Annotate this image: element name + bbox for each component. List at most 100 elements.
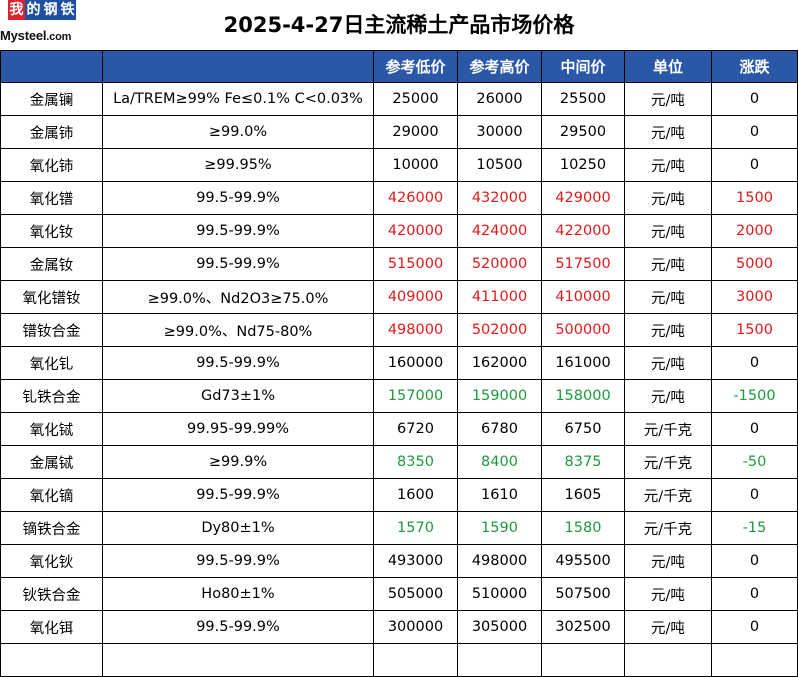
spec-cell: ≥99.0%、Nd2O3≥75.0%: [102, 280, 374, 314]
table-row: 金属铽 ≥99.9% 8350 8400 8375 元/千克 -50: [0, 445, 798, 479]
unit-cell: 元/吨: [624, 610, 712, 644]
table-row: 镨钕合金 ≥99.0%、Nd75-80% 498000 502000 500000 元/吨…: [0, 313, 798, 347]
unit-cell: 元/吨: [624, 181, 712, 215]
logo-char: 的: [25, 0, 42, 20]
spec-cell: ≥99.95%: [102, 148, 374, 182]
spec-cell: 99.95-99.99%: [102, 412, 374, 446]
change-cell: 0: [711, 148, 798, 182]
change-cell: [711, 643, 798, 677]
spec-cell: Ho80±1%: [102, 577, 374, 611]
unit-cell: 元/吨: [624, 577, 712, 611]
spec-cell: 99.5-99.9%: [102, 181, 374, 215]
high-price-cell: 6780: [457, 412, 542, 446]
high-price-cell: 162000: [457, 346, 542, 380]
table-row: 钆铁合金 Gd73±1% 157000 159000 158000 元/吨 -1500: [0, 379, 798, 413]
high-price-cell: [457, 643, 542, 677]
low-price-cell: 498000: [373, 313, 458, 347]
mid-price-cell: 302500: [541, 610, 625, 644]
low-price-cell: [373, 643, 458, 677]
product-name-cell: 氧化钆: [0, 346, 103, 380]
logo-char: 我: [8, 0, 25, 20]
table-header-row: 参考低价 参考高价 中间价 单位 涨跌: [0, 50, 798, 83]
change-cell: 1500: [711, 313, 798, 347]
change-cell: -15: [711, 511, 798, 545]
product-name-cell: 氧化铽: [0, 412, 103, 446]
high-price-cell: 1610: [457, 478, 542, 512]
logo-char: 钢: [42, 0, 59, 20]
spec-cell: ≥99.9%: [102, 445, 374, 479]
mid-price-cell: 158000: [541, 379, 625, 413]
page-title: 2025-4-27日主流稀土产品市场价格: [223, 13, 575, 37]
high-price-cell: 498000: [457, 544, 542, 578]
logo-english: Mysteel.com: [0, 28, 71, 43]
spec-cell: La/TREM≥99% Fe≤0.1% C<0.03%: [102, 82, 374, 116]
high-price-cell: 26000: [457, 82, 542, 116]
high-price-cell: 424000: [457, 214, 542, 248]
unit-cell: 元/吨: [624, 280, 712, 314]
header-high-price: 参考高价: [457, 50, 542, 83]
product-name-cell: 钬铁合金: [0, 577, 103, 611]
product-name-cell: 金属铈: [0, 115, 103, 149]
low-price-cell: 6720: [373, 412, 458, 446]
product-name-cell: 氧化铒: [0, 610, 103, 644]
unit-cell: [624, 643, 712, 677]
mysteel-logo: 我 的 钢 铁 Mysteel.com: [0, 0, 86, 46]
spec-cell: 99.5-99.9%: [102, 544, 374, 578]
change-cell: 0: [711, 115, 798, 149]
table-row: 金属镧 La/TREM≥99% Fe≤0.1% C<0.03% 25000 26000…: [0, 82, 798, 116]
table-row: 氧化镨 99.5-99.9% 426000 432000 429000 元/吨 1500: [0, 181, 798, 215]
unit-cell: 元/吨: [624, 346, 712, 380]
spec-cell: ≥99.0%: [102, 115, 374, 149]
low-price-cell: 409000: [373, 280, 458, 314]
table-row: 金属铈 ≥99.0% 29000 30000 29500 元/吨 0: [0, 115, 798, 149]
change-cell: 5000: [711, 247, 798, 281]
product-name-cell: 氧化钬: [0, 544, 103, 578]
product-name-cell: 金属钕: [0, 247, 103, 281]
unit-cell: 元/吨: [624, 544, 712, 578]
mid-price-cell: 29500: [541, 115, 625, 149]
mid-price-cell: 25500: [541, 82, 625, 116]
change-cell: 0: [711, 412, 798, 446]
product-name-cell: 金属镧: [0, 82, 103, 116]
table-row: 氧化镨钕 ≥99.0%、Nd2O3≥75.0% 409000 411000 410000…: [0, 280, 798, 314]
change-cell: 0: [711, 82, 798, 116]
change-cell: 0: [711, 577, 798, 611]
product-name-cell: 金属铽: [0, 445, 103, 479]
unit-cell: 元/吨: [624, 82, 712, 116]
mid-price-cell: 410000: [541, 280, 625, 314]
high-price-cell: 510000: [457, 577, 542, 611]
product-name-cell: 氧化镝: [0, 478, 103, 512]
spec-cell: 99.5-99.9%: [102, 214, 374, 248]
mid-price-cell: 1580: [541, 511, 625, 545]
spec-cell: 99.5-99.9%: [102, 247, 374, 281]
logo-chinese: 我 的 钢 铁: [8, 0, 76, 20]
product-name-cell: 氧化镨钕: [0, 280, 103, 314]
mid-price-cell: 1605: [541, 478, 625, 512]
unit-cell: 元/千克: [624, 478, 712, 512]
mid-price-cell: 517500: [541, 247, 625, 281]
unit-cell: 元/吨: [624, 214, 712, 248]
low-price-cell: 493000: [373, 544, 458, 578]
table-row: 氧化铈 ≥99.95% 10000 10500 10250 元/吨 0: [0, 148, 798, 182]
high-price-cell: 10500: [457, 148, 542, 182]
mid-price-cell: 429000: [541, 181, 625, 215]
mid-price-cell: 495500: [541, 544, 625, 578]
high-price-cell: 411000: [457, 280, 542, 314]
low-price-cell: 29000: [373, 115, 458, 149]
header-mid-price: 中间价: [541, 50, 625, 83]
spec-cell: Dy80±1%: [102, 511, 374, 545]
spec-cell: ≥99.0%、Nd75-80%: [102, 313, 374, 347]
spec-cell: Gd73±1%: [102, 379, 374, 413]
header-product: [0, 50, 103, 83]
mid-price-cell: 161000: [541, 346, 625, 380]
change-cell: 3000: [711, 280, 798, 314]
unit-cell: 元/千克: [624, 445, 712, 479]
change-cell: 0: [711, 610, 798, 644]
unit-cell: 元/吨: [624, 313, 712, 347]
table-row: 氧化钆 99.5-99.9% 160000 162000 161000 元/吨 0: [0, 346, 798, 380]
table-row: 氧化铒 99.5-99.9% 300000 305000 302500 元/吨 0: [0, 610, 798, 644]
change-cell: 0: [711, 544, 798, 578]
low-price-cell: 10000: [373, 148, 458, 182]
high-price-cell: 8400: [457, 445, 542, 479]
spec-cell: 99.5-99.9%: [102, 610, 374, 644]
